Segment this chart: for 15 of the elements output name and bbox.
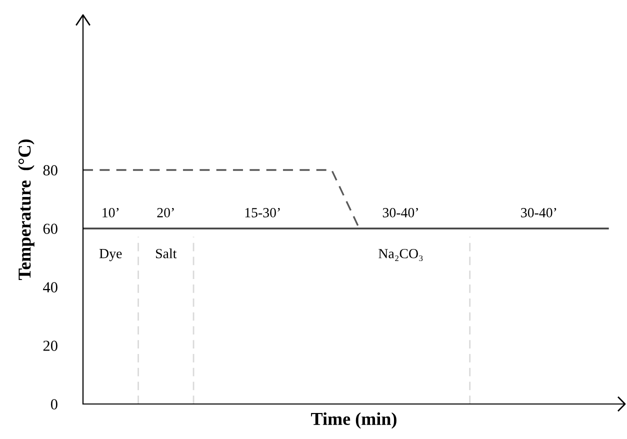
annotation: 15-30’ xyxy=(245,208,280,218)
annotation: Salt xyxy=(156,248,177,258)
x-axis-title: Time (min) xyxy=(311,412,396,429)
y-tick-label: 80 xyxy=(43,165,58,176)
annotation: 20’ xyxy=(157,208,174,218)
annotation: Na₂CO₃ xyxy=(378,248,423,262)
annotation: Dye xyxy=(99,249,122,262)
y-tick-label: 20 xyxy=(43,340,58,351)
y-tick-label: 60 xyxy=(43,224,58,234)
annotation: 30-40’ xyxy=(521,208,556,218)
y-tick-label: 0 xyxy=(50,399,58,410)
y-tick-label: 40 xyxy=(43,282,58,292)
y-axis-title: Temperature (°C) xyxy=(18,139,34,280)
annotation: 10’ xyxy=(102,208,119,218)
annotation: 30-40’ xyxy=(382,208,418,218)
